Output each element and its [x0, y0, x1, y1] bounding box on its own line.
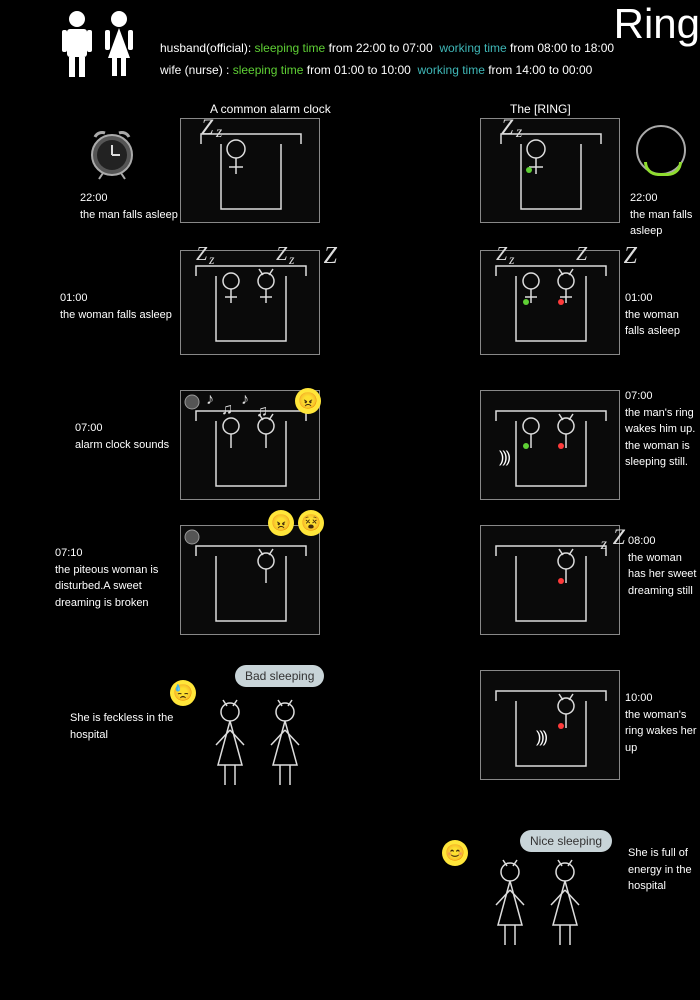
header-people-icons [60, 10, 136, 78]
caption-l1-text: the man falls asleep [80, 207, 200, 224]
caption-l5: She is feckless in the hospital [70, 710, 190, 743]
work-label-2: working time [418, 63, 485, 77]
column-left-label: A common alarm clock [210, 102, 331, 116]
panel-l4 [180, 525, 320, 635]
panel-r3: ))) [480, 390, 620, 500]
ring-device-icon [636, 125, 686, 175]
sleep-label-2: sleeping time [233, 63, 304, 77]
man-icon [60, 10, 94, 78]
caption-l3-time: 07:00 [75, 420, 195, 437]
caption-r4: 08:00 the woman has her sweet dreaming s… [628, 533, 700, 599]
panel-l2: Z z Z Z z [180, 250, 320, 355]
happy-emoji-icon: 😊 [442, 840, 468, 866]
caption-r4-time: 08:00 [628, 533, 700, 550]
husband-sleep-time: from 22:00 to 07:00 [329, 41, 433, 55]
caption-l3: 07:00 alarm clock sounds [75, 420, 195, 453]
hospital-women-bad [180, 670, 340, 790]
caption-r2: 01:00 the woman falls asleep [625, 290, 700, 340]
woman-icon [102, 10, 136, 78]
husband-schedule: husband(official): sleeping time from 22… [160, 38, 614, 60]
caption-l3-text: alarm clock sounds [75, 437, 195, 454]
caption-r2-text: the woman falls asleep [625, 307, 700, 340]
husband-label: husband(official): [160, 41, 251, 55]
caption-r4-text: the woman has her sweet dreaming still [628, 550, 700, 600]
caption-r1: 22:00 the man falls asleep [630, 190, 700, 240]
caption-l1: 22:00 the man falls asleep [80, 190, 200, 223]
panel-r4: Z z [480, 525, 620, 635]
page-title: Ring [614, 0, 700, 48]
caption-l2: 01:00 the woman falls asleep [60, 290, 180, 323]
panel-r5: ))) [480, 670, 620, 780]
caption-r5-text: the woman's ring wakes her up [625, 707, 700, 757]
panel-l1: Z z [180, 118, 320, 223]
bed-man-ring-wakes [481, 391, 621, 501]
caption-r3-text: the man's ring wakes him up. the woman i… [625, 405, 700, 471]
caption-l4-text: the piteous woman is disturbed.A sweet d… [55, 562, 175, 612]
caption-r5-time: 10:00 [625, 690, 700, 707]
dizzy-emoji-icon: 😓 [170, 680, 196, 706]
tired-emoji-icon: 😵 [298, 510, 324, 536]
caption-r2-time: 01:00 [625, 290, 700, 307]
caption-r3: 07:00 the man's ring wakes him up. the w… [625, 388, 700, 471]
speech-nice: Nice sleeping [520, 830, 612, 852]
wife-label: wife (nurse) : [160, 63, 229, 77]
caption-l1-time: 22:00 [80, 190, 200, 207]
schedule-block: husband(official): sleeping time from 22… [160, 38, 614, 81]
caption-l4: 07:10 the piteous woman is disturbed.A s… [55, 545, 175, 611]
panel-r1: Z z [480, 118, 620, 223]
caption-r1-time: 22:00 [630, 190, 700, 207]
bed-woman-disturbed [181, 526, 321, 636]
caption-l2-time: 01:00 [60, 290, 180, 307]
caption-r5: 10:00 the woman's ring wakes her up [625, 690, 700, 756]
wife-schedule: wife (nurse) : sleeping time from 01:00 … [160, 60, 614, 82]
panel-r2: Z z Z Z [480, 250, 620, 355]
husband-work-time: from 08:00 to 18:00 [510, 41, 614, 55]
work-label: working time [439, 41, 506, 55]
bed-woman-ring-wakes [481, 671, 621, 781]
small-clock-icon [183, 393, 201, 411]
caption-r6-text: She is full of energy in the hospital [628, 845, 700, 895]
caption-r3-time: 07:00 [625, 388, 700, 405]
caption-r1-text: the man falls asleep [630, 207, 700, 240]
caption-r6: She is full of energy in the hospital [628, 845, 700, 895]
speech-bad: Bad sleeping [235, 665, 324, 687]
angry-emoji-icon: 😠 [268, 510, 294, 536]
bed-both-sleep [181, 251, 321, 356]
small-clock-icon [183, 528, 201, 546]
alarm-clock-icon [85, 125, 140, 180]
column-right-label: The [RING] [510, 102, 571, 116]
caption-l4-time: 07:10 [55, 545, 175, 562]
wife-work-time: from 14:00 to 00:00 [488, 63, 592, 77]
angry-emoji-icon: 😠 [295, 388, 321, 414]
wife-sleep-time: from 01:00 to 10:00 [307, 63, 411, 77]
caption-l5-text: She is feckless in the hospital [70, 710, 190, 743]
panel-l5 [180, 670, 340, 790]
bed-both-sleep-ring [481, 251, 621, 356]
sleep-label: sleeping time [255, 41, 326, 55]
caption-l2-text: the woman falls asleep [60, 307, 180, 324]
